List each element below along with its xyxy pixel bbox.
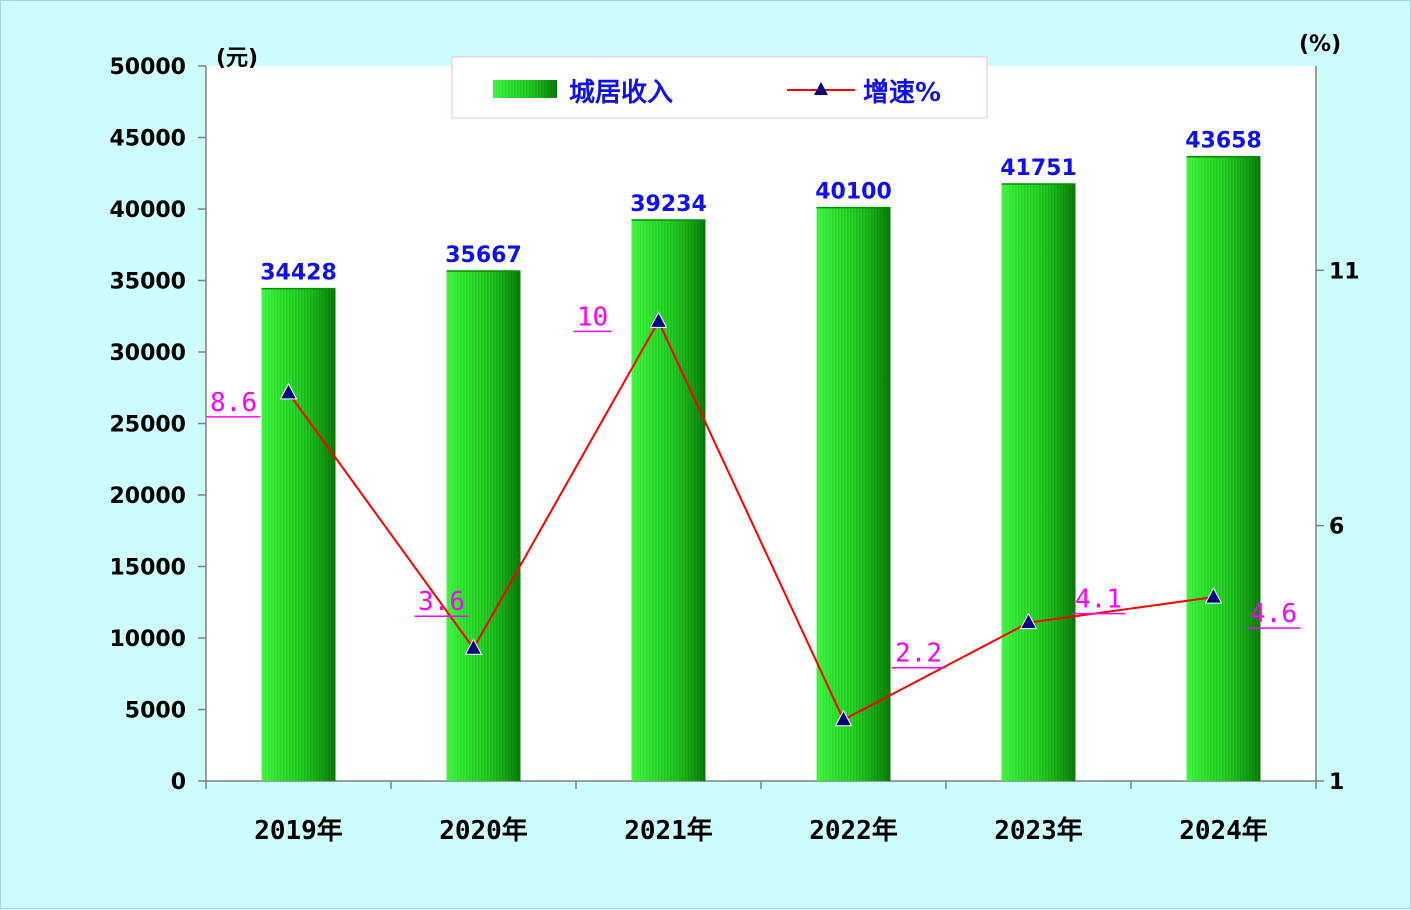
right-axis-unit: (%) — [1299, 32, 1341, 57]
growth-marker-4 — [1019, 612, 1038, 630]
x-axis: 2019年 2020年 2021年 2022年 2023年 2024年 — [205, 781, 1317, 846]
left-axis-unit: (元) — [216, 46, 258, 71]
x-category-label-4: 2023年 — [994, 815, 1083, 846]
left-tick-label-1: 5000 — [125, 699, 186, 724]
growth-value-label-3: 2.2 — [895, 639, 942, 669]
left-tick-label-2: 10000 — [109, 627, 186, 652]
x-category-label-5: 2024年 — [1179, 815, 1268, 846]
bar-value-label-1: 35667 — [445, 243, 522, 268]
bar-shade-3 — [816, 207, 891, 781]
right-tick-label-2: 11 — [1329, 259, 1360, 284]
growth-line — [287, 319, 1214, 722]
left-tick-label-3: 15000 — [109, 556, 186, 581]
bar-shade-5 — [1186, 156, 1261, 781]
bar-value-label-5: 43658 — [1185, 129, 1262, 154]
bar-value-label-4: 41751 — [1000, 156, 1077, 181]
data-labels: 34428 35667 39234 40100 41751 43658 8.6 3.6 10 2.… — [206, 129, 1301, 669]
line-series — [279, 311, 1223, 727]
left-tick-label-4: 20000 — [109, 484, 186, 509]
legend: 城居收入 增速% — [451, 56, 988, 119]
legend-label-bar: 城居收入 — [569, 78, 673, 108]
left-tick-label-6: 30000 — [109, 341, 186, 366]
left-tick-label-0: 0 — [171, 770, 186, 795]
growth-value-label-0: 8.6 — [210, 388, 257, 418]
bar-value-label-0: 34428 — [260, 261, 337, 286]
left-axis: 0 5000 10000 15000 20000 25000 30000 35000 40000… — [109, 55, 206, 795]
growth-marker-0 — [279, 382, 298, 400]
growth-value-label-2: 10 — [577, 302, 608, 332]
right-tick-label-0: 1 — [1329, 770, 1344, 795]
left-tick-label-5: 25000 — [109, 413, 186, 438]
growth-marker-5 — [1204, 587, 1223, 604]
bar-shade-0 — [261, 288, 336, 781]
left-tick-label-9: 45000 — [109, 127, 186, 152]
bar-shade-4 — [1001, 183, 1076, 781]
right-tick-label-1: 6 — [1329, 515, 1344, 540]
bar-value-label-2: 39234 — [630, 192, 707, 217]
bar-series — [261, 155, 1261, 781]
plot-area — [206, 66, 1316, 781]
legend-swatch-bar-shade — [493, 80, 557, 98]
x-category-label-0: 2019年 — [254, 815, 343, 846]
growth-marker-3 — [834, 709, 853, 727]
left-tick-label-8: 40000 — [109, 198, 186, 223]
legend-swatch-marker — [814, 82, 828, 95]
x-category-label-2: 2021年 — [624, 815, 713, 846]
x-category-label-1: 2020年 — [439, 815, 528, 846]
left-tick-label-10: 50000 — [109, 55, 186, 80]
growth-value-label-5: 4.6 — [1250, 599, 1297, 629]
bar-shade-1 — [446, 270, 521, 781]
bar-shade-2 — [631, 219, 706, 781]
legend-label-line: 增速% — [863, 77, 941, 108]
growth-value-label-1: 3.6 — [418, 587, 465, 617]
growth-value-label-4: 4.1 — [1075, 585, 1122, 615]
growth-marker-1 — [464, 638, 483, 655]
growth-marker-2 — [649, 311, 668, 328]
x-category-label-3: 2022年 — [809, 815, 898, 846]
bar-value-label-3: 40100 — [815, 180, 892, 205]
left-tick-label-7: 35000 — [109, 270, 186, 295]
